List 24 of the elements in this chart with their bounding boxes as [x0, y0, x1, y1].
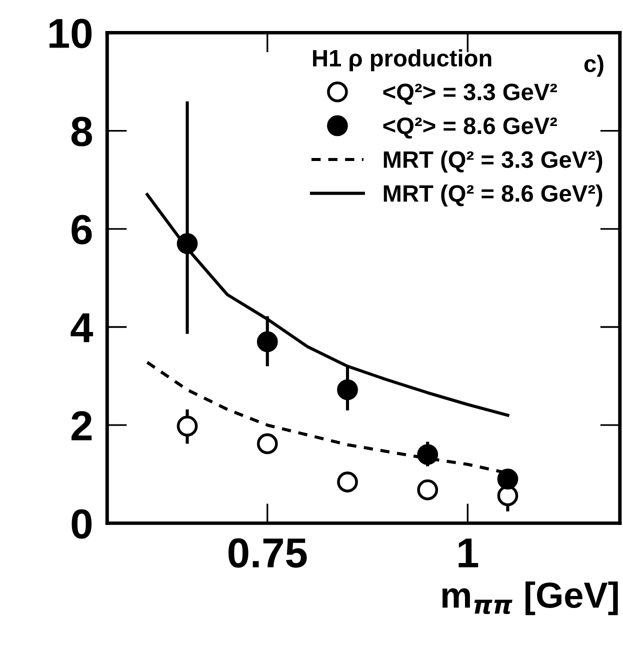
point [176, 416, 198, 437]
point [417, 479, 438, 500]
legend-label: MRT (Q² = 3.3 GeV²) [384, 150, 602, 173]
legend-title: H1 ρ production [313, 49, 492, 72]
y-tick-label: 4 [70, 313, 94, 342]
point [337, 379, 358, 400]
x-tick-label: 0.75 [228, 538, 307, 568]
point [176, 233, 198, 254]
legend-label: <Q²> = 3.3 GeV² [383, 84, 558, 105]
legend-label: MRT (Q² = 8.6 GeV²) [384, 184, 602, 206]
y-tick-label: 10 [50, 18, 92, 48]
y-tick-label: 2 [72, 411, 92, 440]
point [256, 331, 278, 352]
x-tick-label: 1 [458, 538, 478, 568]
point [497, 468, 518, 490]
y-tick-label: 8 [71, 116, 92, 146]
point [256, 433, 278, 454]
x-axis-title: m$_{ππ}$ [GeV] [442, 581, 618, 616]
y-tick-label: 0 [72, 509, 92, 539]
legend-label: <Q²> = 8.6 GeV² [383, 117, 558, 139]
y-tick-label: 6 [72, 214, 92, 244]
point [337, 472, 358, 492]
annotation: c) [584, 54, 604, 77]
point [417, 444, 438, 465]
